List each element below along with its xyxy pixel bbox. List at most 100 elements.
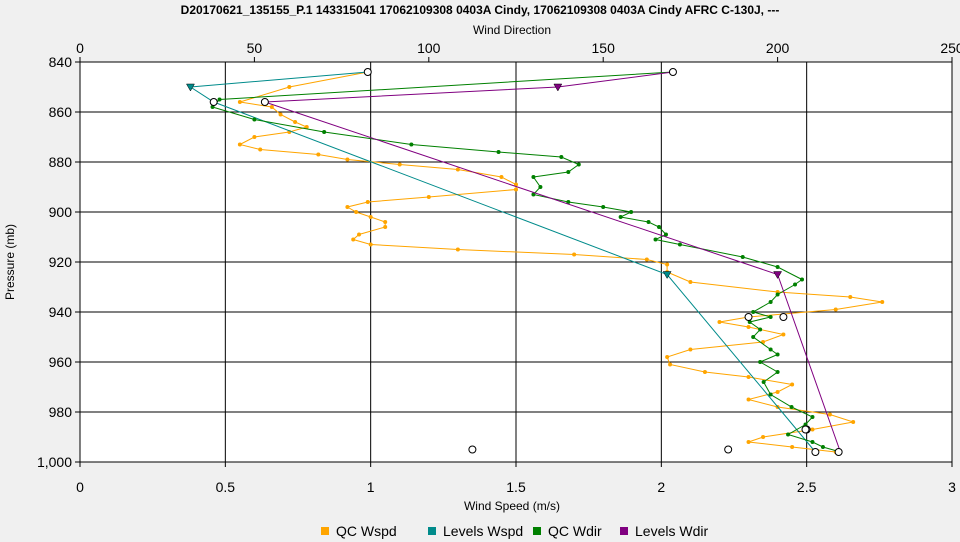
data-point bbox=[287, 85, 292, 89]
x-top-tick-label: 150 bbox=[592, 40, 616, 56]
data-point bbox=[576, 162, 581, 167]
level-triangle-marker bbox=[186, 83, 195, 92]
data-point bbox=[566, 170, 571, 174]
data-point bbox=[455, 167, 460, 172]
y-axis-label: Pressure (mb) bbox=[3, 224, 17, 300]
data-point bbox=[514, 187, 518, 192]
data-point bbox=[810, 427, 815, 432]
top-axis-label: Wind Direction bbox=[473, 23, 551, 37]
data-point bbox=[810, 415, 815, 419]
data-point bbox=[768, 300, 773, 304]
data-point bbox=[803, 422, 808, 427]
data-point bbox=[851, 420, 856, 424]
open-circle-marker bbox=[779, 313, 788, 321]
data-point bbox=[496, 150, 501, 154]
x-bottom-tick-label: 2 bbox=[657, 479, 665, 495]
data-point bbox=[316, 152, 321, 157]
y-tick-label: 980 bbox=[49, 404, 73, 420]
data-point bbox=[702, 370, 707, 374]
series-qc-wspd bbox=[237, 70, 885, 454]
data-point bbox=[618, 215, 623, 219]
data-point bbox=[789, 405, 794, 409]
data-point bbox=[293, 120, 298, 124]
data-point bbox=[775, 370, 780, 374]
data-point bbox=[572, 252, 577, 257]
open-circle-marker bbox=[834, 448, 843, 456]
data-point bbox=[304, 125, 309, 129]
data-point bbox=[746, 325, 751, 329]
series-layer bbox=[186, 70, 885, 454]
axis-ticks: 0 0.5 1 1.5 2 2.5 3 0 50 100 150 200 250 840 860 880 900… bbox=[37, 40, 960, 495]
data-point bbox=[455, 247, 460, 252]
open-circle-marker bbox=[468, 445, 477, 454]
data-point bbox=[368, 242, 373, 247]
legend-swatch-levels-wdir bbox=[620, 527, 628, 535]
legend-label-qc-wdir: QC Wdir bbox=[548, 523, 602, 539]
data-point bbox=[269, 105, 274, 109]
x-top-tick-label: 250 bbox=[940, 40, 960, 56]
open-circle-marker bbox=[209, 98, 218, 106]
data-point bbox=[663, 232, 668, 237]
markers-layer bbox=[209, 68, 843, 456]
data-point bbox=[717, 320, 722, 324]
series-line-qc-wdir bbox=[211, 71, 841, 453]
x-bottom-tick-label: 2.5 bbox=[797, 479, 817, 495]
data-point bbox=[758, 360, 763, 364]
data-point bbox=[237, 142, 242, 147]
data-point bbox=[210, 105, 215, 109]
data-point bbox=[665, 262, 670, 267]
data-point bbox=[278, 112, 283, 117]
data-point bbox=[820, 445, 825, 449]
data-point bbox=[383, 225, 388, 229]
open-circle-marker bbox=[724, 445, 733, 454]
x-bottom-tick-label: 3 bbox=[948, 479, 956, 495]
x-bottom-tick-label: 1.5 bbox=[506, 479, 526, 495]
data-point bbox=[351, 237, 356, 242]
y-tick-label: 880 bbox=[49, 154, 73, 170]
data-point bbox=[368, 215, 373, 219]
y-tick-label: 840 bbox=[49, 54, 73, 70]
data-point bbox=[768, 347, 773, 352]
data-point bbox=[677, 242, 682, 247]
data-point bbox=[531, 192, 536, 197]
data-point bbox=[793, 282, 798, 287]
data-point bbox=[688, 280, 693, 284]
data-point bbox=[768, 315, 773, 319]
bottom-axis-label: Wind Speed (m/s) bbox=[464, 499, 560, 513]
data-point bbox=[880, 300, 885, 304]
legend-swatch-qc-wspd bbox=[321, 527, 329, 535]
legend-label-qc-wspd: QC Wspd bbox=[336, 523, 397, 539]
x-top-tick-label: 50 bbox=[247, 40, 263, 56]
data-point bbox=[746, 397, 751, 402]
open-circle-marker bbox=[811, 448, 820, 456]
data-point bbox=[751, 335, 756, 339]
data-point bbox=[629, 210, 634, 214]
data-point bbox=[559, 155, 564, 159]
x-top-tick-label: 200 bbox=[766, 40, 790, 56]
level-triangle-marker bbox=[662, 271, 672, 280]
y-tick-label: 900 bbox=[49, 204, 73, 220]
data-point bbox=[786, 432, 791, 437]
data-point bbox=[426, 195, 431, 199]
x-bottom-tick-label: 1 bbox=[367, 479, 375, 495]
y-tick-label: 1,000 bbox=[37, 454, 72, 470]
data-point bbox=[252, 135, 257, 139]
data-point bbox=[775, 292, 780, 297]
open-circle-marker bbox=[260, 98, 269, 106]
data-point bbox=[514, 182, 518, 187]
data-point bbox=[775, 390, 780, 394]
data-point bbox=[237, 100, 242, 104]
data-point bbox=[653, 237, 658, 242]
data-point bbox=[833, 307, 838, 312]
data-point bbox=[409, 142, 414, 147]
data-point bbox=[646, 220, 651, 224]
legend-swatch-levels-wspd bbox=[428, 527, 436, 535]
x-top-tick-label: 0 bbox=[76, 40, 84, 56]
data-point bbox=[768, 392, 773, 397]
legend: QC Wspd Levels Wspd QC Wdir Levels Wdir bbox=[321, 523, 708, 539]
open-circle-marker bbox=[801, 425, 810, 434]
y-tick-label: 940 bbox=[49, 304, 73, 320]
data-point bbox=[740, 255, 745, 259]
data-point bbox=[761, 380, 766, 384]
